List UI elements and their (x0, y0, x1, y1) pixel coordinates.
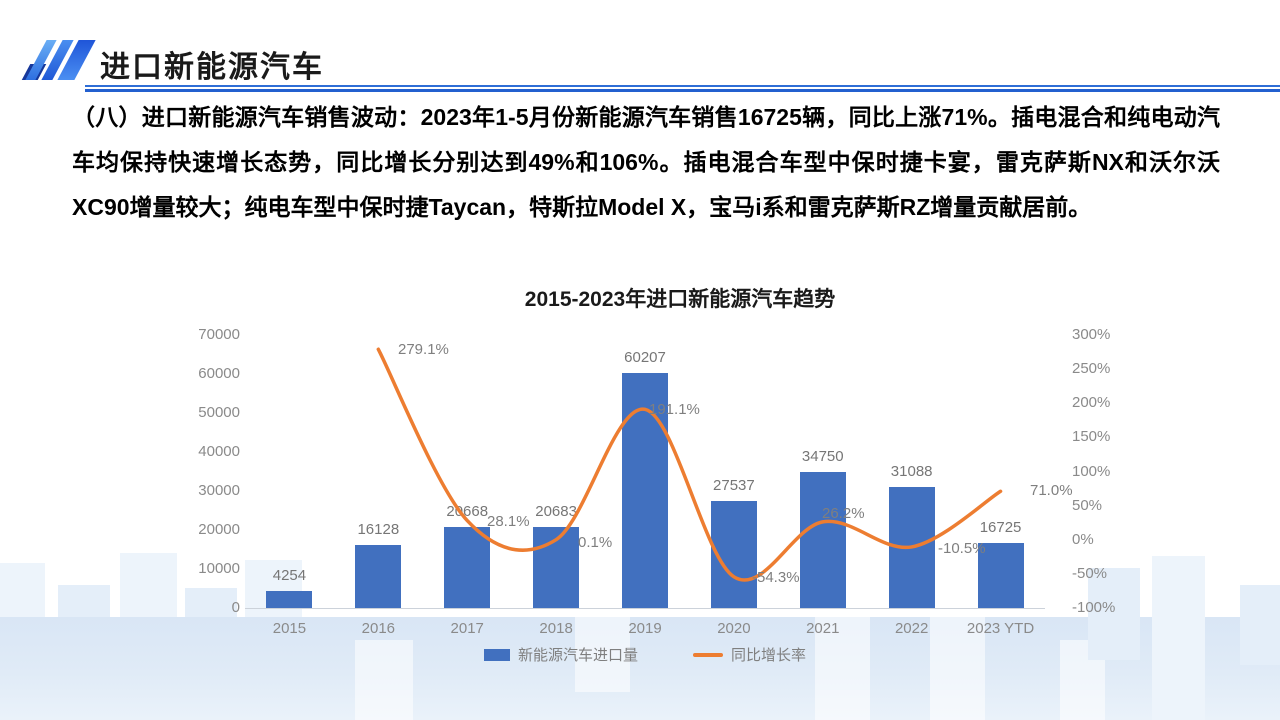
x-axis-label: 2018 (539, 620, 573, 637)
bar (710, 500, 757, 608)
legend-bar-swatch-icon (483, 648, 510, 661)
right-axis-tick: 0% (1072, 530, 1094, 548)
x-axis-label: 2017 (450, 620, 484, 637)
x-axis-label: 2023 YTD (966, 620, 1035, 637)
page-title: 进口新能源汽车 (100, 51, 324, 84)
left-axis-tick: 10000 (198, 560, 240, 577)
bar-value-label: 60207 (624, 349, 666, 367)
right-axis-tick: 200% (1072, 394, 1111, 412)
x-axis-line (245, 608, 1045, 609)
growth-point-label: 279.1% (398, 341, 449, 358)
decor-tower (355, 640, 413, 720)
left-axis-tick: 70000 (198, 326, 240, 343)
right-axis-tick: 50% (1072, 496, 1103, 514)
decor-tower (815, 600, 870, 720)
bar-value-label: 4254 (272, 567, 307, 585)
left-axis-tick: 20000 (198, 521, 240, 538)
left-axis-tick: 40000 (198, 443, 240, 460)
legend-item-bar: 新能源汽车进口量 (483, 644, 638, 665)
bar (799, 472, 846, 608)
bar (444, 527, 491, 608)
decor-tower (1240, 585, 1280, 665)
decor-tower (930, 592, 985, 720)
right-axis-tick: -50% (1072, 564, 1108, 582)
decor-tower (1088, 568, 1140, 660)
bar-value-label: 16725 (979, 518, 1022, 536)
growth-point-label: 0.1% (578, 534, 613, 551)
left-axis-tick: 30000 (198, 482, 240, 499)
bar-value-label: 31088 (890, 462, 933, 480)
right-axis-tick: 150% (1072, 428, 1111, 446)
x-axis-label: 2022 (894, 620, 929, 637)
chart-title: 2015-2023年进口新能源汽车趋势 (524, 288, 836, 311)
growth-point-label: -10.5% (938, 540, 986, 557)
right-axis-tick: 100% (1072, 462, 1111, 480)
title-underline (85, 85, 1280, 92)
x-axis-label: 2016 (361, 620, 396, 637)
logo-slashes-icon (21, 40, 96, 80)
left-axis-tick: 50000 (198, 404, 240, 421)
decor-tower (575, 612, 630, 692)
decor-tower (1152, 556, 1205, 720)
body-paragraph: （八）进口新能源汽车销售波动：2023年1-5月份新能源汽车销售16725辆，同… (72, 104, 1220, 220)
legend-bar-label: 新能源汽车进口量 (517, 647, 638, 664)
right-axis-tick: -100% (1072, 599, 1116, 616)
bar (266, 591, 313, 608)
growth-point-label: 191.1% (649, 401, 700, 418)
bar-value-label: 34750 (801, 448, 844, 466)
bar-value-label: 16128 (357, 521, 400, 539)
x-axis-label: 2019 (628, 620, 662, 637)
bar (533, 527, 580, 608)
legend-line-swatch-icon (693, 652, 723, 657)
left-axis-tick: 0 (231, 599, 240, 616)
legend-line-label: 同比增长率 (731, 647, 807, 664)
bar (355, 545, 402, 608)
right-axis-tick: 300% (1072, 326, 1111, 343)
growth-point-label: 28.1% (487, 513, 530, 530)
growth-point-label: -54.3% (752, 569, 800, 586)
bar (888, 486, 935, 608)
bar-value-label: 27537 (713, 476, 755, 494)
legend-item-line: 同比增长率 (693, 644, 806, 665)
x-axis-label: 2015 (272, 620, 307, 637)
right-axis-tick: 250% (1072, 360, 1111, 378)
x-axis-label: 2021 (806, 620, 840, 637)
growth-point-label: 26.2% (822, 505, 865, 522)
growth-point-label: 71.0% (1030, 482, 1073, 499)
legend: 新能源汽车进口量 同比增长率 (245, 644, 1045, 665)
x-axis-label: 2020 (717, 620, 751, 637)
left-axis-tick: 60000 (198, 365, 240, 382)
